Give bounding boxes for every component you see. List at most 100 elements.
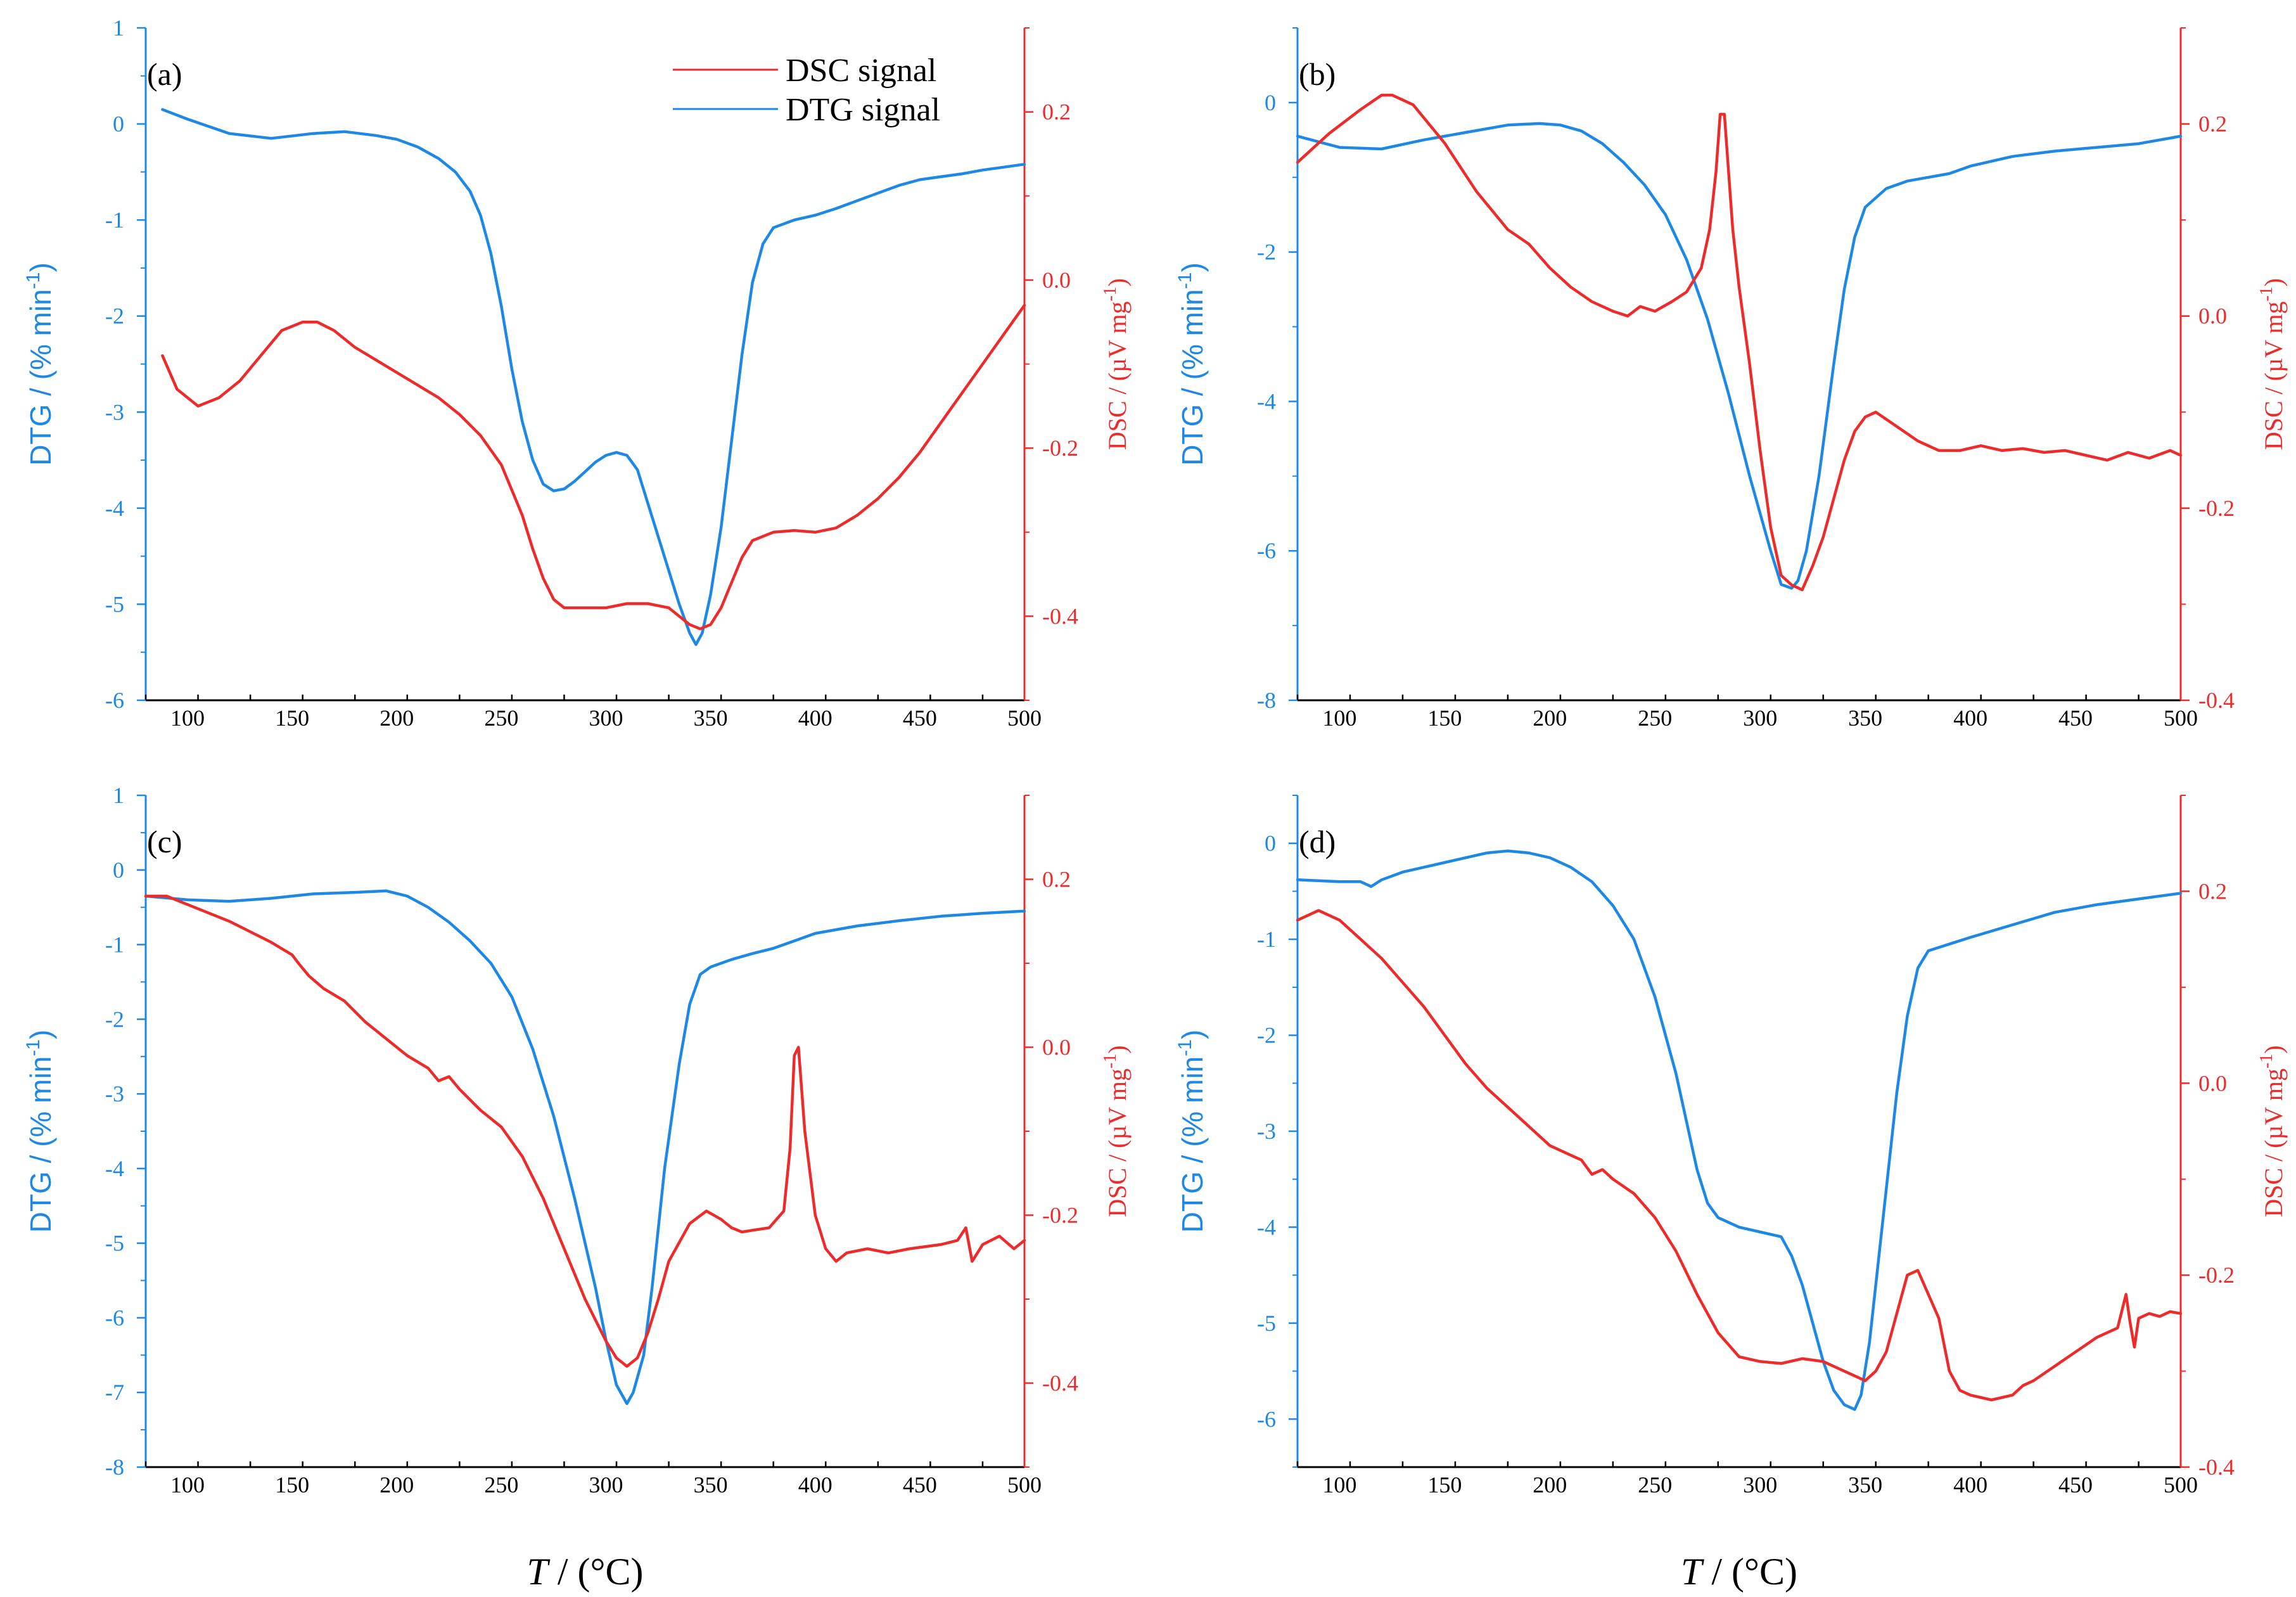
x-tick-label: 400: [1953, 705, 1987, 731]
left-y-tick-label: -1: [105, 932, 124, 958]
right-y-tick-label: 0.0: [2198, 304, 2227, 329]
x-tick-label: 250: [484, 705, 518, 731]
dsc-series-line: [1296, 909, 2183, 1402]
right-y-tick-label: 0.0: [2198, 1070, 2227, 1096]
x-tick-label: 200: [379, 1472, 414, 1498]
x-tick-label: 450: [903, 705, 937, 731]
x-tick-label: 250: [1638, 705, 1672, 731]
x-tick-label: 300: [589, 1472, 623, 1498]
chart-panel-1: 100 150 200 250 300 350 400 450 500 1 0 -1 -2 -3 -4 -5 -…: [23, 15, 1132, 731]
x-tick-label: 250: [484, 1472, 518, 1498]
chart-panel-2: 100 150 200 250 300 350 400 450 500 0 -2 -4 -6 -8 0.2 0…: [1175, 27, 2288, 731]
left-y-tick-label: -2: [1257, 1023, 1276, 1048]
x-tick-label: 300: [589, 705, 623, 731]
x-axis-title-2: T / (°C): [1681, 1551, 1797, 1593]
dtg-series-line: [161, 108, 1026, 646]
x-tick-label: 400: [1953, 1472, 1987, 1498]
left-y-tick-label: -8: [1257, 688, 1276, 713]
x-tick-label: 350: [694, 1472, 728, 1498]
left-y-tick-label: 1: [113, 15, 124, 41]
x-tick-label: 200: [1533, 1472, 1567, 1498]
x-tick-label: 400: [798, 1472, 832, 1498]
panel-label: (a): [147, 56, 182, 92]
dsc-series-line: [1296, 93, 2183, 591]
left-y-tick-label: -2: [105, 1006, 124, 1032]
left-y-axis-title: DTG / (% min-1): [23, 1030, 57, 1233]
right-y-tick-label: 0.2: [2198, 112, 2227, 137]
right-y-tick-label: 0.0: [1042, 267, 1071, 293]
left-y-tick-label: -4: [1257, 388, 1276, 414]
left-y-axis-title: DTG / (% min-1): [23, 262, 57, 466]
panel-label: (c): [147, 824, 182, 859]
left-y-tick-label: -6: [1257, 538, 1276, 563]
right-y-axis-title: DSC / (µV mg-1): [2257, 278, 2288, 450]
left-y-tick-label: -1: [105, 207, 124, 233]
x-tick-label: 450: [903, 1472, 937, 1498]
x-tick-label: 100: [1322, 705, 1356, 731]
panel-label: (d): [1299, 824, 1336, 859]
chart-panel-4: 100 150 200 250 300 350 400 450 500 0 -1 -2 -3 -4 -5 -6…: [1175, 795, 2288, 1498]
right-y-tick-label: -0.4: [2198, 1454, 2235, 1480]
left-y-tick-label: -5: [105, 1231, 124, 1256]
x-tick-label: 100: [1322, 1472, 1356, 1498]
x-tick-label: 450: [2058, 705, 2093, 731]
left-y-tick-label: -3: [105, 399, 124, 425]
x-tick-label: 150: [275, 705, 309, 731]
x-tick-label: 200: [1533, 705, 1567, 731]
x-tick-label: 350: [1848, 1472, 1882, 1498]
x-tick-label: 100: [170, 1472, 205, 1498]
left-y-tick-label: 0: [113, 857, 124, 883]
x-tick-label: 150: [275, 1472, 309, 1498]
left-y-tick-label: -7: [105, 1380, 124, 1405]
left-y-tick-label: -4: [105, 1156, 124, 1181]
dsc-series-line: [144, 894, 1026, 1368]
right-y-tick-label: -0.2: [2198, 1262, 2235, 1288]
right-y-tick-label: -0.2: [2198, 496, 2235, 521]
left-y-tick-label: -3: [1257, 1119, 1276, 1144]
right-y-tick-label: 0.2: [1042, 99, 1071, 125]
left-y-tick-label: -6: [105, 1305, 124, 1330]
legend-dsc-label: DSC signal: [786, 53, 936, 89]
x-tick-label: 400: [798, 705, 832, 731]
right-y-tick-label: -0.4: [1042, 603, 1078, 629]
left-y-tick-label: -1: [1257, 927, 1276, 952]
right-y-tick-label: -0.4: [1042, 1371, 1078, 1396]
chart-panel-3: 100 150 200 250 300 350 400 450 500 1 0 -1 -2 -3 -4 -5 -…: [23, 783, 1132, 1498]
right-y-axis-title: DSC / (µV mg-1): [1100, 1045, 1132, 1217]
left-y-axis-title: DTG / (% min-1): [1175, 262, 1209, 466]
x-tick-label: 450: [2058, 1472, 2093, 1498]
dtg-series-line: [144, 889, 1026, 1406]
left-y-tick-label: -6: [105, 688, 124, 713]
x-tick-label: 500: [2164, 705, 2198, 731]
left-y-tick-label: 0: [1265, 831, 1276, 856]
x-tick-label: 500: [1007, 1472, 1042, 1498]
right-y-tick-label: -0.4: [2198, 688, 2235, 713]
left-y-tick-label: -4: [105, 496, 124, 521]
x-tick-label: 350: [694, 705, 728, 731]
dtg-series-line: [1296, 849, 2183, 1411]
left-y-tick-label: -8: [105, 1454, 124, 1480]
left-y-axis-title: DTG / (% min-1): [1175, 1030, 1209, 1233]
x-tick-label: 200: [379, 705, 414, 731]
left-y-tick-label: 1: [113, 783, 124, 808]
right-y-tick-label: -0.2: [1042, 435, 1078, 461]
dtg-series-line: [1296, 122, 2183, 590]
right-y-axis-title: DSC / (µV mg-1): [2257, 1045, 2288, 1217]
left-y-tick-label: -2: [1257, 240, 1276, 265]
x-axis-title-1: T / (°C): [526, 1551, 643, 1593]
x-tick-label: 250: [1638, 1472, 1672, 1498]
x-tick-label: 300: [1743, 1472, 1777, 1498]
dsc-series-line: [161, 304, 1026, 631]
panel-label: (b): [1299, 56, 1336, 92]
left-y-tick-label: -2: [105, 304, 124, 329]
right-y-tick-label: 0.2: [1042, 867, 1071, 892]
x-tick-label: 350: [1848, 705, 1882, 731]
left-y-tick-label: 0: [1265, 90, 1276, 115]
x-tick-label: 100: [170, 705, 205, 731]
left-y-tick-label: -5: [1257, 1311, 1276, 1336]
right-y-axis-title: DSC / (µV mg-1): [1100, 278, 1132, 450]
left-y-tick-label: -4: [1257, 1214, 1276, 1240]
right-y-tick-label: 0.0: [1042, 1035, 1071, 1060]
